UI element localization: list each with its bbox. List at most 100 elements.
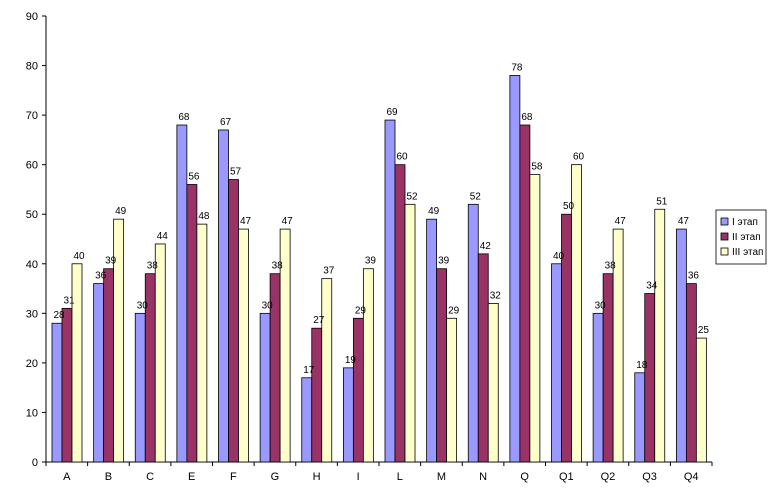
bar-value-label: 47	[615, 216, 627, 227]
bar	[93, 283, 105, 463]
x-tick-label: E	[188, 471, 195, 483]
bar	[134, 312, 146, 463]
x-tick-label: Q	[520, 471, 529, 483]
chart-data-labels: 28 31 40 36 39 49 30 38 44 68 56 48 67 57 47 30 38 47 17 27…	[53, 62, 709, 375]
bar	[311, 327, 323, 463]
bar-value-label: 36	[688, 271, 700, 282]
bar-value-label: 56	[188, 171, 200, 182]
legend-swatch	[720, 232, 729, 241]
bar-value-label: 39	[438, 256, 450, 267]
bar-value-label: 34	[646, 281, 658, 292]
bar-value-label: 30	[262, 300, 274, 311]
y-tick-label: 60	[26, 160, 38, 172]
bar	[695, 337, 707, 463]
bar-value-label: 38	[147, 261, 159, 272]
legend-swatch	[720, 217, 729, 226]
bar	[592, 312, 604, 463]
bar	[186, 184, 198, 463]
bar-value-label: 47	[678, 216, 690, 227]
x-tick-label: N	[479, 471, 487, 483]
bar	[467, 203, 479, 463]
chart-axes: 0 10 20 30 40 50 60 70 80 90 A B C E F G H I L M N Q Q1 Q2 Q3 Q4	[26, 11, 713, 483]
bar	[342, 367, 354, 463]
bar-value-label: 58	[531, 162, 543, 173]
bar	[71, 263, 83, 463]
bar	[436, 268, 448, 463]
bar	[654, 208, 666, 463]
bar	[228, 179, 239, 463]
bar	[176, 124, 188, 463]
bar	[529, 174, 541, 463]
bar-value-label: 48	[198, 211, 210, 222]
bar	[154, 243, 166, 463]
bar	[612, 228, 624, 463]
bar-value-label: 18	[636, 360, 648, 371]
bar	[644, 293, 656, 463]
y-tick-label: 80	[26, 61, 38, 73]
bar-value-label: 25	[698, 325, 710, 336]
bar-value-label: 30	[595, 300, 607, 311]
bar-value-label: 32	[490, 290, 502, 301]
bar-value-label: 67	[220, 117, 232, 128]
bar-value-label: 69	[386, 107, 398, 118]
bar	[426, 218, 438, 463]
chart-legend: I этап II этап III этап	[715, 209, 767, 265]
bar-value-label: 37	[323, 266, 335, 277]
bar-value-label: 49	[115, 206, 127, 217]
x-tick-label: C	[146, 471, 154, 483]
x-tick-label: Q4	[684, 471, 699, 483]
legend-label: I этап	[732, 217, 758, 228]
bar-value-label: 47	[240, 216, 252, 227]
bar	[571, 164, 582, 463]
bar-value-label: 31	[63, 295, 75, 306]
bar-value-label: 78	[511, 62, 523, 73]
legend-swatch	[720, 247, 729, 256]
bar-value-label: 39	[105, 256, 117, 267]
bar	[51, 322, 63, 463]
bar-value-label: 52	[470, 191, 482, 202]
bar	[279, 228, 291, 463]
bar-value-label: 68	[521, 112, 533, 123]
x-tick-label: Q1	[559, 471, 574, 483]
x-tick-label: B	[105, 471, 112, 483]
bar	[519, 124, 531, 463]
bar	[259, 312, 271, 463]
bar	[384, 119, 396, 463]
bar	[352, 317, 364, 463]
bar	[362, 268, 374, 463]
bar	[404, 203, 416, 463]
bar-value-label: 49	[428, 206, 440, 217]
x-tick-label: G	[271, 471, 280, 483]
bar-value-label: 57	[230, 167, 242, 178]
bar	[551, 263, 562, 463]
y-tick-label: 40	[26, 259, 38, 271]
y-tick-label: 70	[26, 110, 38, 122]
x-tick-label: A	[63, 471, 71, 483]
y-tick-label: 90	[26, 11, 38, 23]
bar	[321, 278, 333, 463]
bar	[446, 317, 458, 463]
y-tick-label: 20	[26, 358, 38, 370]
bar-value-label: 30	[137, 300, 149, 311]
bar	[487, 303, 499, 463]
bar	[61, 307, 73, 463]
bar	[509, 75, 521, 463]
bar-value-label: 38	[272, 261, 284, 272]
bar-value-label: 42	[480, 241, 492, 252]
y-tick-label: 30	[26, 308, 38, 320]
legend-label: III этап	[732, 247, 763, 258]
bar-value-label: 29	[355, 305, 367, 316]
bar-value-label: 60	[573, 152, 585, 163]
bar-value-label: 28	[53, 310, 65, 321]
bar-value-label: 44	[157, 231, 169, 242]
bar-value-label: 17	[303, 365, 315, 376]
bar-value-label: 36	[95, 271, 107, 282]
x-tick-label: F	[230, 471, 237, 483]
bar-value-label: 39	[365, 256, 377, 267]
bar	[301, 377, 313, 463]
bar	[477, 253, 489, 463]
y-tick-label: 50	[26, 209, 38, 221]
bar-value-label: 50	[563, 201, 575, 212]
bar	[103, 268, 115, 463]
